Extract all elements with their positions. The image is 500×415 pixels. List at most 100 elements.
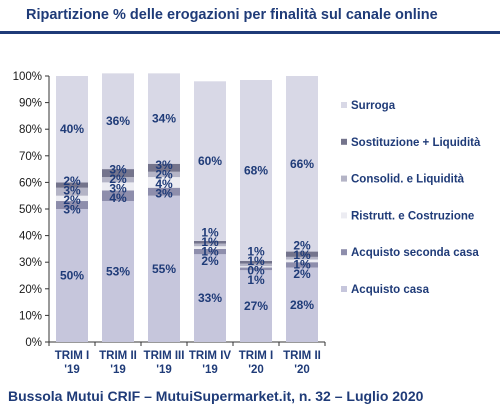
data-label: 28% — [290, 298, 314, 312]
data-label: 0% — [247, 263, 265, 277]
data-label: 60% — [198, 154, 222, 168]
data-label: 3% — [109, 181, 127, 195]
bar-segment — [286, 251, 318, 257]
legend-swatch — [341, 286, 347, 292]
x-tick-label: TRIM I — [55, 350, 90, 362]
bar-segment — [102, 201, 134, 342]
bar-segment — [194, 248, 226, 255]
data-label: 4% — [155, 177, 173, 191]
bar-segment — [56, 187, 88, 196]
bar-segment — [286, 259, 318, 263]
x-tick-label: '19 — [202, 364, 218, 376]
bar-segment — [286, 267, 318, 342]
bar-segment — [194, 246, 226, 249]
x-tick-label: TRIM III — [144, 350, 185, 362]
data-label: 27% — [244, 299, 268, 313]
bar-segment — [148, 171, 180, 178]
data-label: 2% — [155, 167, 173, 181]
legend-label: Surroga — [351, 100, 396, 112]
bar-segment — [102, 73, 134, 170]
legend-label: Acquisto seconda casa — [351, 247, 479, 259]
chart-title: Ripartizione % delle erogazioni per fina… — [26, 7, 438, 23]
data-label: 34% — [152, 112, 176, 126]
data-label: 3% — [109, 162, 127, 176]
data-label: 1% — [293, 248, 311, 262]
x-tick-label: '19 — [110, 364, 126, 376]
legend-label: Sostituzione + Liquidità — [351, 137, 481, 149]
x-tick-label: '19 — [64, 364, 80, 376]
legend-swatch — [341, 249, 347, 256]
data-label: 40% — [60, 122, 84, 136]
x-tick-label: '19 — [156, 364, 172, 376]
data-label: 2% — [63, 193, 81, 207]
bar-segment — [194, 254, 226, 342]
y-tick-label: 50% — [19, 204, 42, 216]
bar-segment — [240, 270, 272, 342]
bar-segment — [56, 182, 88, 188]
y-tick-label: 30% — [19, 257, 42, 269]
y-tick-label: 70% — [19, 151, 42, 163]
legend-swatch — [341, 212, 347, 219]
data-label: 1% — [247, 254, 265, 268]
bar-segment — [286, 256, 318, 260]
bar-segment — [240, 263, 272, 267]
bar-segment — [148, 73, 180, 164]
x-tick-label: TRIM IV — [189, 350, 231, 362]
data-label: 3% — [63, 202, 81, 216]
bar-segment — [194, 243, 226, 247]
data-label: 2% — [293, 267, 311, 281]
bar-segment — [102, 177, 134, 183]
data-label: 55% — [152, 262, 176, 276]
data-label: 1% — [247, 273, 265, 287]
x-tick-label: '20 — [294, 364, 310, 376]
bar-segment — [148, 187, 180, 196]
y-tick-label: 20% — [19, 284, 42, 296]
x-tick-label: TRIM II — [99, 350, 137, 362]
bar-segment — [102, 182, 134, 191]
legend-label: Consolid. e Liquidità — [351, 174, 465, 186]
x-tick-label: TRIM II — [283, 350, 321, 362]
y-tick-label: 10% — [19, 310, 42, 322]
title-divider — [0, 31, 500, 34]
bar-segment — [194, 240, 226, 244]
data-label: 68% — [244, 163, 268, 177]
y-tick-label: 0% — [25, 337, 42, 349]
y-tick-label: 40% — [19, 231, 42, 243]
bar-segment — [240, 79, 272, 261]
bar-segment — [240, 267, 272, 271]
bar-segment — [194, 81, 226, 241]
bar-segment — [240, 266, 272, 268]
data-label: 1% — [201, 244, 219, 258]
data-label: 36% — [106, 114, 130, 128]
y-tick-label: 100% — [13, 71, 42, 83]
data-label: 4% — [109, 191, 127, 205]
data-label: 50% — [60, 269, 84, 283]
bar-segment — [56, 201, 88, 209]
bar-segment — [148, 195, 180, 342]
data-label: 1% — [201, 225, 219, 239]
data-label: 3% — [155, 186, 173, 200]
bar-segment — [286, 76, 318, 252]
stacked-bar-chart: 0% 10% 20% 30% 40% 50% 60% 70% 80% 90% 100% 50% 40% 3… — [13, 71, 481, 376]
data-label: 1% — [247, 244, 265, 258]
bar-segment — [56, 209, 88, 342]
legend-swatch — [341, 175, 347, 182]
data-label: 3% — [155, 158, 173, 172]
data-label: 53% — [106, 265, 130, 279]
source-footer: Bussola Mutui CRIF – MutuiSupermarket.it… — [8, 388, 424, 404]
data-label: 33% — [198, 291, 222, 305]
data-label: 2% — [201, 254, 219, 268]
y-tick-label: 80% — [19, 124, 42, 136]
data-label: 66% — [290, 157, 314, 171]
bar-segment — [56, 76, 88, 183]
legend-swatch — [341, 138, 347, 145]
data-label: 1% — [201, 235, 219, 249]
data-label: 1% — [293, 257, 311, 271]
bar-segment — [240, 260, 272, 264]
bar-segment — [148, 163, 180, 172]
data-label: 2% — [109, 172, 127, 186]
legend-label: Ristrutt. e Costruzione — [351, 210, 474, 222]
y-tick-label: 60% — [19, 177, 42, 189]
bar-segment — [286, 262, 318, 268]
bar-segment — [56, 195, 88, 202]
